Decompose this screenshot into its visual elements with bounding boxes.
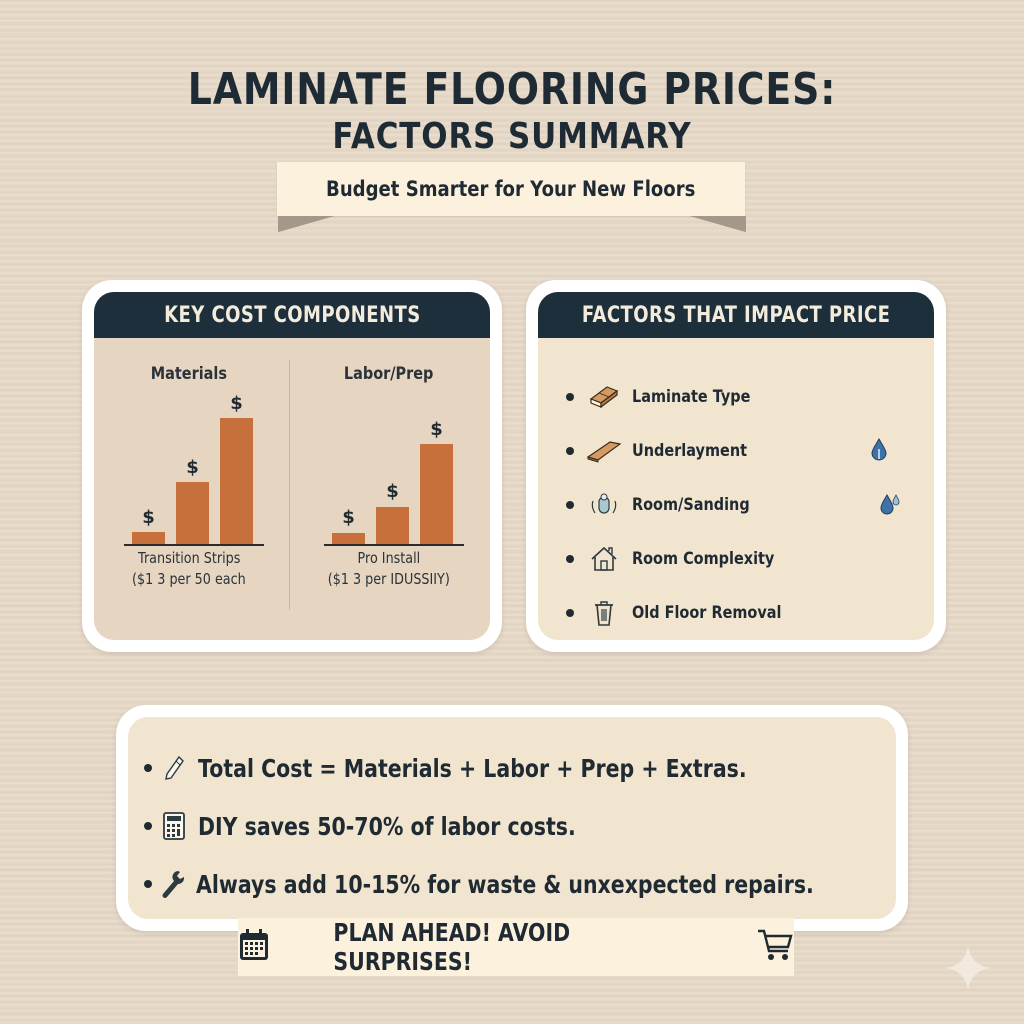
bar-low [132, 532, 165, 544]
underlayment-board-icon [586, 436, 622, 466]
ribbon-fold-right [690, 216, 746, 232]
bullet-icon [566, 555, 574, 563]
trash-can-icon [586, 598, 622, 628]
water-drop-icon [869, 437, 889, 466]
bullet-icon [566, 501, 574, 509]
summary-card: Total Cost = Materials + Labor + Prep + … [116, 705, 908, 931]
chart-caption: Transition Strips ($1 3 per 50 each [132, 549, 246, 588]
summary-item-diy: DIY saves 50-70% of labor costs. [144, 797, 886, 855]
sander-icon [586, 490, 622, 520]
factors-card: FACTORS THAT IMPACT PRICE Laminate Type … [526, 280, 946, 652]
bullet-icon [144, 880, 152, 888]
calendar-icon [238, 928, 270, 967]
sparkle-icon [944, 944, 992, 992]
subtitle-text: Budget Smarter for Your New Floors [326, 177, 696, 201]
factor-underlayment: Underlayment [566, 424, 924, 478]
shopping-cart-icon [756, 927, 794, 968]
labor-prep-chart: Labor/Prep $ $ $ Pro Install ($1 3 per I… [294, 338, 484, 638]
chart-baseline [124, 544, 264, 546]
bullet-icon [144, 764, 152, 772]
ribbon-fold-left [278, 216, 334, 232]
card-header: KEY COST COMPONENTS [94, 292, 490, 338]
factor-old-floor-removal: Old Floor Removal [566, 586, 924, 640]
bullet-icon [566, 393, 574, 401]
chart-title: Materials [150, 364, 228, 384]
card-header: FACTORS THAT IMPACT PRICE [538, 292, 934, 338]
bar-high [420, 444, 453, 544]
chart-baseline [324, 544, 464, 546]
bar-label: $ [142, 507, 155, 528]
factor-room-sanding: Room/Sanding [566, 478, 924, 532]
page-subtitle-title: FACTORS SUMMARY [332, 116, 692, 157]
materials-chart: Materials $ $ $ Transition Strips ($1 3 … [94, 338, 284, 638]
column-divider [289, 360, 290, 610]
card-heading: FACTORS THAT IMPACT PRICE [581, 302, 891, 328]
bar-high [220, 418, 253, 544]
subtitle-ribbon: Budget Smarter for Your New Floors [277, 162, 745, 216]
bar-label: $ [430, 419, 443, 440]
bullet-icon [566, 609, 574, 617]
bar-label: $ [186, 457, 199, 478]
house-icon [586, 544, 622, 574]
chart-caption: Pro Install ($1 3 per IDUSSIIY) [327, 549, 451, 588]
wrench-icon [160, 868, 186, 900]
page-title: LAMINATE FLOORING PRICES: [187, 64, 837, 115]
factors-list: Laminate Type Underlayment Room/Sanding [566, 370, 924, 640]
bar-area: $ $ $ [324, 386, 464, 546]
banner-text: PLAN AHEAD! AVOID SURPRISES! [333, 918, 571, 976]
chart-title: Labor/Prep [344, 364, 434, 384]
bar-mid [176, 482, 209, 544]
water-drops-icon [878, 491, 902, 520]
bar-label: $ [230, 393, 243, 414]
plan-ahead-banner: PLAN AHEAD! AVOID SURPRISES! [238, 918, 794, 976]
bar-mid [376, 507, 409, 544]
factor-laminate-type: Laminate Type [566, 370, 924, 424]
summary-list: Total Cost = Materials + Labor + Prep + … [144, 739, 886, 913]
summary-item-total-cost: Total Cost = Materials + Labor + Prep + … [144, 739, 886, 797]
bar-label: $ [386, 481, 399, 502]
bar-area: $ $ $ [124, 386, 264, 546]
bar-low [332, 533, 365, 544]
summary-item-waste: Always add 10-15% for waste & unxexpecte… [144, 855, 886, 913]
factor-room-complexity: Room Complexity [566, 532, 924, 586]
pencil-icon [160, 752, 188, 784]
bullet-icon [566, 447, 574, 455]
bar-label: $ [342, 507, 355, 528]
key-cost-components-card: KEY COST COMPONENTS Materials $ $ $ Tran… [82, 280, 502, 652]
laminate-planks-icon [586, 382, 622, 412]
calculator-icon [160, 810, 188, 842]
card-heading: KEY COST COMPONENTS [163, 302, 421, 328]
bullet-icon [144, 822, 152, 830]
